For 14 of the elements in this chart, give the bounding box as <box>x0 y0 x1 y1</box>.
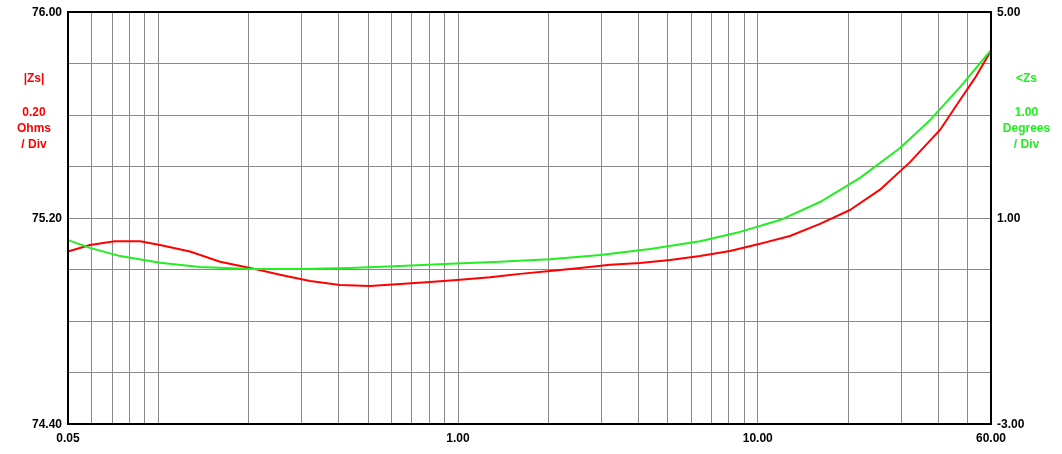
x-tick-label: 1.00 <box>446 431 470 445</box>
y2-tick-label: 5.00 <box>997 5 1021 19</box>
text: 0.20 Ohms / Div <box>16 105 52 151</box>
y-tick-label: 74.40 <box>31 417 63 431</box>
text: 1.00 Degrees / Div <box>1002 105 1051 151</box>
x-tick-label: 0.05 <box>56 431 80 445</box>
x-tick-label: 10.00 <box>742 431 774 445</box>
text: |Zs| <box>23 71 45 85</box>
text: <Zs <box>1015 71 1038 85</box>
y-tick-label: 76.00 <box>31 5 63 19</box>
y-tick-label: 75.20 <box>31 211 63 225</box>
x-tick-label: 60.00 <box>975 431 1007 445</box>
y2-tick-label: -3.00 <box>997 417 1025 431</box>
y2-tick-label: 1.00 <box>997 211 1021 225</box>
